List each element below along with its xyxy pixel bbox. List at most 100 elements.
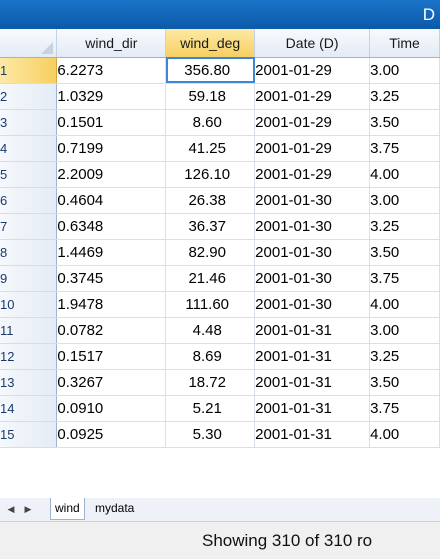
cell-wind-deg[interactable]: 4.48 [165, 317, 256, 344]
cell-time[interactable]: 4.00 [369, 421, 440, 448]
cell-wind-deg[interactable]: 21.46 [165, 265, 256, 292]
cell-time[interactable]: 3.75 [369, 395, 440, 422]
row-header[interactable]: 8 [0, 239, 58, 266]
cell-time[interactable]: 3.00 [369, 317, 440, 344]
cell-date[interactable]: 2001-01-31 [254, 421, 371, 448]
select-all-corner[interactable] [0, 29, 58, 58]
column-header-time[interactable]: Time [369, 29, 440, 58]
tab-mydata[interactable]: mydata [95, 501, 135, 515]
cell-wind-dir[interactable]: 1.0329 [56, 83, 167, 110]
cell-wind-dir[interactable]: 0.0910 [56, 395, 167, 422]
cell-wind-deg[interactable]: 5.21 [165, 395, 256, 422]
table-row[interactable]: 3 0.1501 8.60 2001-01-29 3.50 [0, 109, 440, 136]
row-header[interactable]: 9 [0, 265, 58, 292]
cell-date[interactable]: 2001-01-31 [254, 317, 371, 344]
row-header[interactable]: 4 [0, 135, 58, 162]
cell-time[interactable]: 3.00 [369, 187, 440, 214]
cell-wind-dir[interactable]: 0.1501 [56, 109, 167, 136]
table-row[interactable]: 11 0.0782 4.48 2001-01-31 3.00 [0, 317, 440, 344]
table-row[interactable]: 12 0.1517 8.69 2001-01-31 3.25 [0, 343, 440, 370]
cell-wind-dir[interactable]: 0.0925 [56, 421, 167, 448]
triangle-left-icon[interactable]: ◀ [7, 504, 15, 514]
cell-time[interactable]: 3.50 [369, 109, 440, 136]
table-row[interactable]: 9 0.3745 21.46 2001-01-30 3.75 [0, 265, 440, 292]
cell-wind-dir[interactable]: 0.1517 [56, 343, 167, 370]
cell-wind-dir[interactable]: 0.3267 [56, 369, 167, 396]
cell-wind-deg[interactable]: 82.90 [165, 239, 256, 266]
row-header[interactable]: 2 [0, 83, 58, 110]
cell-wind-deg[interactable]: 356.80 [165, 57, 256, 84]
tab-wind[interactable]: wind [50, 498, 85, 520]
triangle-right-icon[interactable]: ▶ [24, 504, 32, 514]
cell-wind-deg[interactable]: 18.72 [165, 369, 256, 396]
cell-date[interactable]: 2001-01-30 [254, 265, 371, 292]
column-header-wind-dir[interactable]: wind_dir [56, 29, 167, 58]
table-row[interactable]: 13 0.3267 18.72 2001-01-31 3.50 [0, 369, 440, 396]
table-row[interactable]: 1 6.2273 356.80 2001-01-29 3.00 [0, 57, 440, 84]
row-header[interactable]: 11 [0, 317, 58, 344]
table-row[interactable]: 10 1.9478 111.60 2001-01-30 4.00 [0, 291, 440, 318]
cell-time[interactable]: 4.00 [369, 291, 440, 318]
table-row[interactable]: 2 1.0329 59.18 2001-01-29 3.25 [0, 83, 440, 110]
cell-date[interactable]: 2001-01-31 [254, 343, 371, 370]
cell-wind-deg[interactable]: 26.38 [165, 187, 256, 214]
cell-wind-dir[interactable]: 2.2009 [56, 161, 167, 188]
cell-date[interactable]: 2001-01-31 [254, 395, 371, 422]
row-header[interactable]: 7 [0, 213, 58, 240]
row-header[interactable]: 3 [0, 109, 58, 136]
row-header[interactable]: 15 [0, 421, 58, 448]
cell-wind-deg[interactable]: 111.60 [165, 291, 256, 318]
cell-wind-dir[interactable]: 0.6348 [56, 213, 167, 240]
cell-wind-deg[interactable]: 8.60 [165, 109, 256, 136]
cell-date[interactable]: 2001-01-29 [254, 83, 371, 110]
row-header[interactable]: 12 [0, 343, 58, 370]
cell-time[interactable]: 3.25 [369, 213, 440, 240]
cell-wind-dir[interactable]: 0.7199 [56, 135, 167, 162]
cell-time[interactable]: 3.50 [369, 369, 440, 396]
row-header[interactable]: 14 [0, 395, 58, 422]
cell-wind-dir[interactable]: 0.3745 [56, 265, 167, 292]
cell-wind-dir[interactable]: 6.2273 [56, 57, 167, 84]
data-grid[interactable]: wind_dir wind_deg Date (D) Time 1 6.2273 3… [0, 29, 440, 499]
cell-date[interactable]: 2001-01-30 [254, 239, 371, 266]
cell-wind-dir[interactable]: 1.9478 [56, 291, 167, 318]
cell-time[interactable]: 3.50 [369, 239, 440, 266]
cell-time[interactable]: 3.25 [369, 343, 440, 370]
cell-date[interactable]: 2001-01-29 [254, 161, 371, 188]
table-row[interactable]: 7 0.6348 36.37 2001-01-30 3.25 [0, 213, 440, 240]
cell-wind-dir[interactable]: 0.0782 [56, 317, 167, 344]
cell-date[interactable]: 2001-01-30 [254, 213, 371, 240]
cell-time[interactable]: 3.00 [369, 57, 440, 84]
cell-date[interactable]: 2001-01-29 [254, 109, 371, 136]
column-header-date[interactable]: Date (D) [254, 29, 371, 58]
row-header[interactable]: 10 [0, 291, 58, 318]
table-row[interactable]: 15 0.0925 5.30 2001-01-31 4.00 [0, 421, 440, 448]
table-row[interactable]: 8 1.4469 82.90 2001-01-30 3.50 [0, 239, 440, 266]
row-header[interactable]: 6 [0, 187, 58, 214]
cell-wind-deg[interactable]: 8.69 [165, 343, 256, 370]
cell-time[interactable]: 4.00 [369, 161, 440, 188]
table-row[interactable]: 5 2.2009 126.10 2001-01-29 4.00 [0, 161, 440, 188]
cell-wind-deg[interactable]: 59.18 [165, 83, 256, 110]
table-row[interactable]: 14 0.0910 5.21 2001-01-31 3.75 [0, 395, 440, 422]
row-header[interactable]: 13 [0, 369, 58, 396]
cell-wind-deg[interactable]: 5.30 [165, 421, 256, 448]
cell-wind-dir[interactable]: 0.4604 [56, 187, 167, 214]
row-header[interactable]: 5 [0, 161, 58, 188]
cell-date[interactable]: 2001-01-29 [254, 135, 371, 162]
cell-date[interactable]: 2001-01-30 [254, 291, 371, 318]
table-row[interactable]: 4 0.7199 41.25 2001-01-29 3.75 [0, 135, 440, 162]
cell-wind-deg[interactable]: 41.25 [165, 135, 256, 162]
cell-wind-deg[interactable]: 126.10 [165, 161, 256, 188]
cell-time[interactable]: 3.75 [369, 135, 440, 162]
cell-date[interactable]: 2001-01-30 [254, 187, 371, 214]
row-header[interactable]: 1 [0, 57, 58, 84]
column-header-wind-deg[interactable]: wind_deg [165, 29, 256, 58]
table-row[interactable]: 6 0.4604 26.38 2001-01-30 3.00 [0, 187, 440, 214]
cell-date[interactable]: 2001-01-29 [254, 57, 371, 84]
cell-date[interactable]: 2001-01-31 [254, 369, 371, 396]
cell-wind-deg[interactable]: 36.37 [165, 213, 256, 240]
cell-time[interactable]: 3.25 [369, 83, 440, 110]
cell-time[interactable]: 3.75 [369, 265, 440, 292]
cell-wind-dir[interactable]: 1.4469 [56, 239, 167, 266]
